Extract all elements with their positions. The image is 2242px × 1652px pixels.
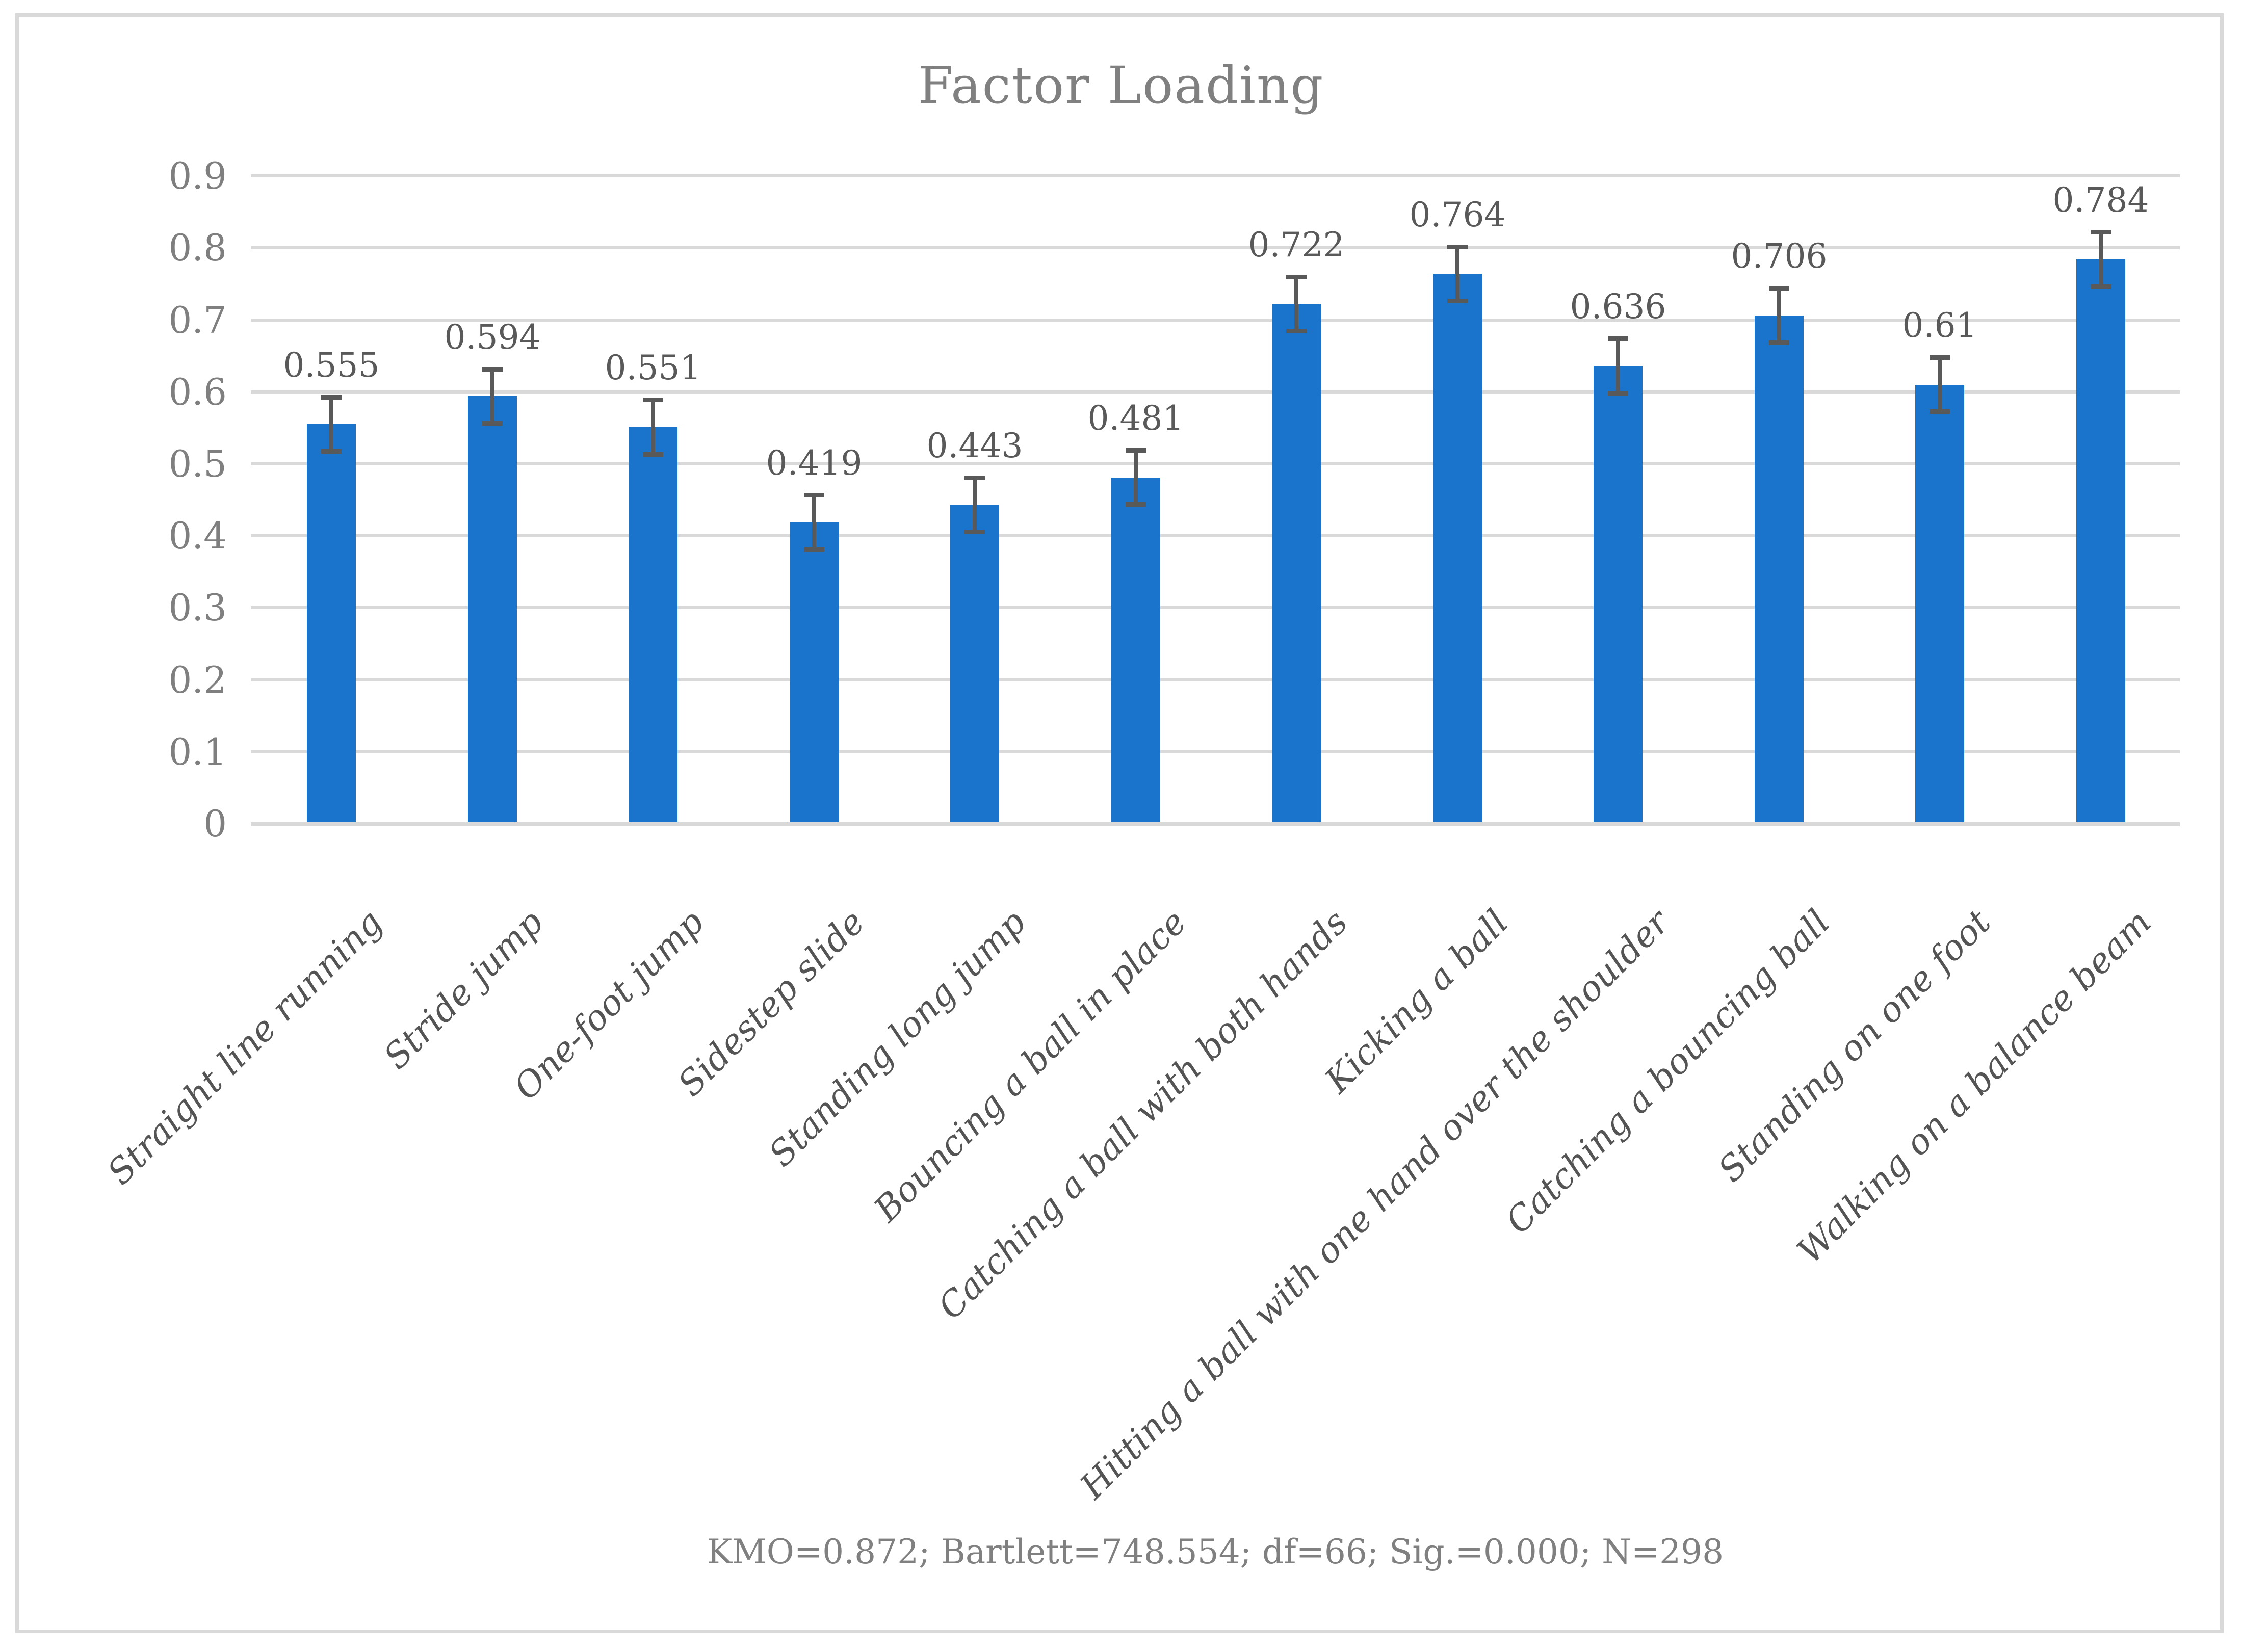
value-label: 0.419	[766, 443, 863, 483]
gridline	[251, 462, 2180, 465]
error-bar-top-cap	[1126, 448, 1146, 453]
y-tick-label: 0.1	[168, 730, 227, 773]
error-bar-whisker	[1134, 450, 1138, 505]
error-bar-bottom-cap	[804, 547, 824, 552]
y-tick-label: 0.6	[168, 371, 227, 413]
error-bar-whisker	[329, 397, 333, 452]
bar	[2076, 259, 2125, 822]
gridline	[251, 246, 2180, 249]
bar	[629, 427, 677, 822]
error-bar-whisker	[1294, 277, 1298, 331]
error-bar-bottom-cap	[1608, 391, 1628, 396]
gridline	[251, 319, 2180, 322]
bar	[950, 505, 999, 822]
bar	[1594, 366, 1643, 822]
gridline	[251, 750, 2180, 753]
bar	[1111, 478, 1160, 822]
y-tick-label: 0.9	[168, 154, 227, 197]
error-bar-top-cap	[1447, 245, 1468, 249]
value-label: 0.594	[444, 318, 541, 357]
y-tick-label: 0.4	[168, 514, 227, 557]
gridline	[251, 174, 2180, 177]
error-bar-bottom-cap	[1286, 329, 1307, 333]
bar	[1272, 304, 1321, 822]
error-bar-top-cap	[1769, 286, 1789, 291]
gridline	[251, 606, 2180, 609]
y-tick-label: 0.7	[168, 299, 227, 342]
error-bar-bottom-cap	[1447, 299, 1468, 303]
error-bar-top-cap	[964, 476, 985, 480]
error-bar-whisker	[2099, 232, 2103, 286]
x-axis-line	[251, 822, 2180, 826]
error-bar-whisker	[1455, 247, 1459, 301]
error-bar-bottom-cap	[1769, 340, 1789, 345]
value-label: 0.443	[926, 426, 1023, 465]
bar	[1755, 316, 1804, 822]
y-tick-label: 0.3	[168, 586, 227, 629]
chart-title: Factor Loading	[918, 56, 1324, 115]
gridline	[251, 678, 2180, 681]
error-bar-top-cap	[1930, 355, 1950, 360]
value-label: 0.722	[1248, 225, 1345, 265]
value-label: 0.61	[1902, 306, 1977, 345]
error-bar-top-cap	[321, 395, 342, 400]
error-bar-whisker	[1938, 357, 1942, 412]
error-bar-top-cap	[804, 493, 824, 497]
y-tick-label: 0.5	[168, 442, 227, 485]
error-bar-top-cap	[643, 398, 663, 402]
y-tick-label: 0	[203, 802, 227, 845]
stats-annotation: KMO=0.872; Bartlett=748.554; df=66; Sig.…	[707, 1532, 1724, 1571]
error-bar-top-cap	[2091, 230, 2111, 234]
gridline	[251, 534, 2180, 537]
value-label: 0.706	[1731, 237, 1828, 276]
bar	[468, 396, 517, 822]
bar	[1915, 385, 1964, 822]
error-bar-whisker	[973, 478, 977, 532]
error-bar-top-cap	[1286, 275, 1307, 279]
error-bar-whisker	[490, 369, 494, 424]
error-bar-bottom-cap	[964, 530, 985, 534]
error-bar-whisker	[1777, 288, 1781, 343]
error-bar-bottom-cap	[482, 421, 503, 426]
value-label: 0.636	[1570, 287, 1666, 326]
error-bar-bottom-cap	[2091, 284, 2111, 289]
error-bar-bottom-cap	[1126, 502, 1146, 507]
gridline	[251, 390, 2180, 394]
error-bar-bottom-cap	[643, 452, 663, 457]
y-tick-label: 0.2	[168, 659, 227, 701]
value-label: 0.481	[1087, 399, 1184, 438]
bar	[1433, 274, 1482, 822]
error-bar-top-cap	[1608, 336, 1628, 341]
error-bar-whisker	[651, 400, 655, 454]
error-bar-top-cap	[482, 367, 503, 372]
error-bar-bottom-cap	[1930, 409, 1950, 414]
error-bar-bottom-cap	[321, 449, 342, 454]
value-label: 0.764	[1409, 195, 1506, 234]
bar	[790, 522, 839, 822]
error-bar-whisker	[1616, 338, 1620, 393]
value-label: 0.784	[2052, 180, 2149, 220]
error-bar-whisker	[812, 495, 816, 549]
chart-border	[15, 13, 2224, 1633]
value-label: 0.555	[283, 346, 380, 385]
y-tick-label: 0.8	[168, 226, 227, 269]
value-label: 0.551	[605, 348, 701, 387]
bar	[307, 424, 356, 822]
